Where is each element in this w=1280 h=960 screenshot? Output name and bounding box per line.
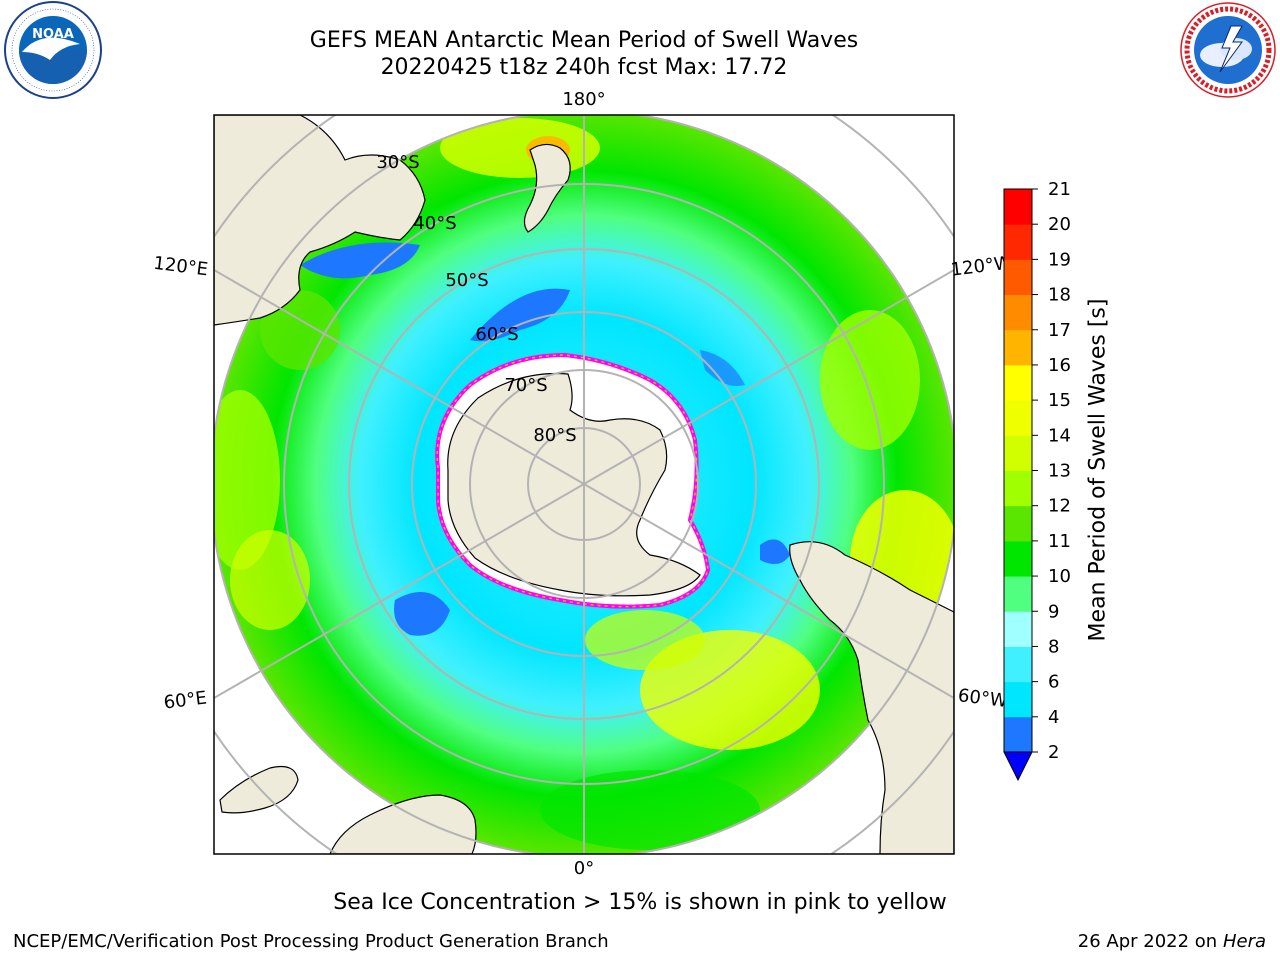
colorbar-tick-label: 15 xyxy=(1048,390,1071,411)
colorbar-tick-label: 4 xyxy=(1048,707,1059,728)
colorbar-label: Mean Period of Swell Waves [s] xyxy=(1085,298,1111,642)
colorbar-tick-label: 17 xyxy=(1048,320,1071,341)
colorbar-segment xyxy=(1004,224,1032,260)
new-zealand-land xyxy=(523,143,571,233)
lat-label-60s: 60°S xyxy=(475,324,518,345)
antarctica-land xyxy=(447,372,701,597)
colorbar-segment xyxy=(1004,329,1032,366)
colorbar-tick-label: 8 xyxy=(1048,636,1059,657)
colorbar-segment xyxy=(1004,505,1032,542)
map-frame xyxy=(213,114,955,855)
lon-label-120e: 120°E xyxy=(152,253,209,281)
colorbar-segment xyxy=(1004,576,1032,612)
lon-label-180: 180° xyxy=(562,89,605,110)
colorbar-tick-label: 19 xyxy=(1048,249,1071,270)
colorbar-segment xyxy=(1004,189,1032,225)
colorbar: 2 4 6 8 9 10 11 12 13 14 15 16 17 18 19 20 21 xyxy=(1003,179,1071,782)
colorbar-tick-label: 10 xyxy=(1048,566,1071,587)
noaa-logo: NOAA xyxy=(4,1,102,99)
colorbar-tick-label: 18 xyxy=(1048,285,1071,306)
lon-label-60e: 60°E xyxy=(163,687,209,713)
colorbar-tick-label: 11 xyxy=(1048,531,1071,552)
colorbar-tick-label: 9 xyxy=(1048,601,1059,622)
colorbar-segment xyxy=(1004,611,1032,647)
map-title: GEFS MEAN Antarctic Mean Period of Swell… xyxy=(309,28,859,53)
south-america-land xyxy=(789,541,954,854)
africa-land xyxy=(329,794,477,854)
colorbar-segment xyxy=(1004,716,1032,753)
lat-label-50s: 50°S xyxy=(445,270,488,291)
lat-label-80s: 80°S xyxy=(533,425,576,446)
madagascar-land xyxy=(219,765,299,814)
colorbar-segment xyxy=(1004,400,1032,436)
colorbar-segment xyxy=(1004,294,1032,331)
footer-date: 26 Apr 2022 on Hera xyxy=(1078,931,1266,952)
colorbar-tick-label: 13 xyxy=(1048,461,1071,482)
colorbar-tick-label: 20 xyxy=(1048,214,1071,235)
map-area xyxy=(214,115,954,854)
colorbar-segment xyxy=(1004,540,1032,577)
colorbar-segment xyxy=(1004,435,1032,471)
lon-label-0: 0° xyxy=(574,858,594,879)
noaa-logo-text: NOAA xyxy=(32,27,74,42)
colorbar-tick-label: 21 xyxy=(1048,179,1071,200)
colorbar-tick-label: 14 xyxy=(1048,425,1071,446)
colorbar-tick-label: 6 xyxy=(1048,672,1059,693)
lon-label-60w: 60°W xyxy=(957,685,1009,712)
graticule xyxy=(214,115,954,854)
colorbar-segment xyxy=(1004,681,1032,718)
colorbar-segment xyxy=(1004,646,1032,683)
lat-label-40s: 40°S xyxy=(413,213,456,234)
nws-logo xyxy=(1180,2,1276,98)
lat-label-70s: 70°S xyxy=(504,375,547,396)
lat-label-30s: 30°S xyxy=(376,152,419,173)
footer-credit: NCEP/EMC/Verification Post Processing Pr… xyxy=(13,931,609,952)
colorbar-segment xyxy=(1004,259,1032,296)
colorbar-tick-label: 12 xyxy=(1048,496,1071,517)
footer-host: Hera xyxy=(1222,931,1266,952)
colorbar-segment xyxy=(1004,364,1032,401)
colorbar-tick-label: 2 xyxy=(1048,742,1059,763)
colorbar-segment xyxy=(1004,470,1032,507)
map-subtitle: 20220425 t18z 240h fcst Max: 17.72 xyxy=(380,55,788,80)
footer-date-text: 26 Apr 2022 on xyxy=(1077,931,1218,952)
sea-ice-caption: Sea Ice Concentration > 15% is shown in … xyxy=(333,890,947,915)
colorbar-extend-triangle xyxy=(1003,751,1033,782)
colorbar-tick-label: 16 xyxy=(1048,355,1071,376)
